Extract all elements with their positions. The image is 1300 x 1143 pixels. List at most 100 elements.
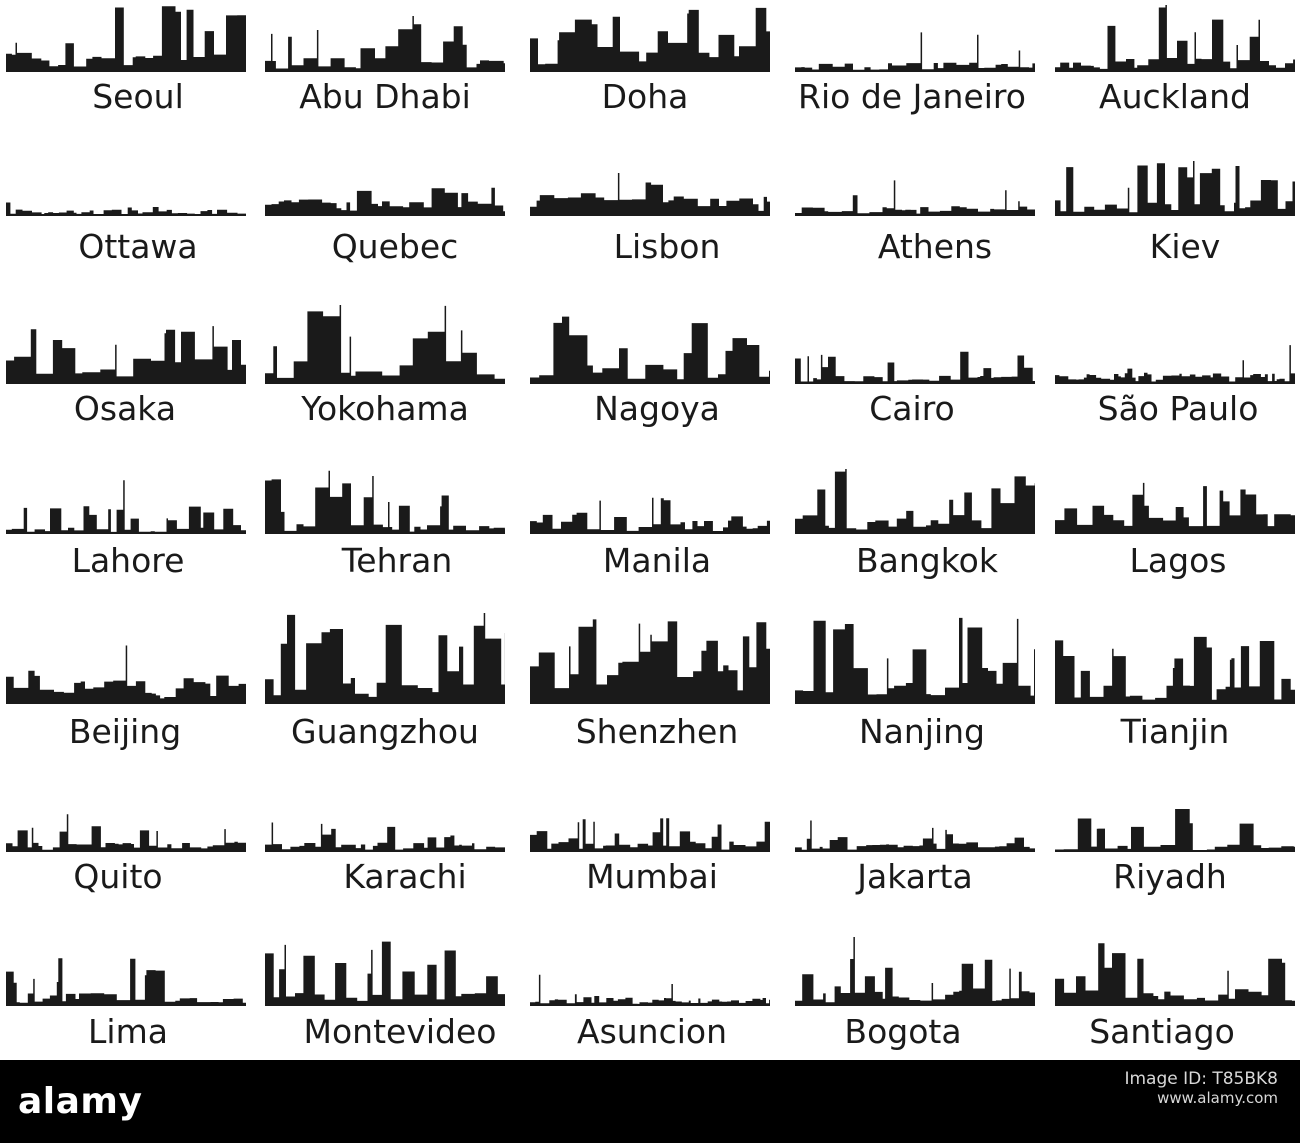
skyline-shape — [6, 326, 246, 384]
skyline-ground — [530, 214, 770, 216]
skyline-ground — [265, 382, 505, 384]
city-label: Athens — [877, 227, 993, 266]
city-label: Quebec — [331, 227, 459, 266]
skyline-shape — [1055, 636, 1295, 704]
skyline-shape — [530, 497, 770, 534]
skyline-silhouette — [6, 202, 246, 216]
skyline-silhouette — [265, 187, 505, 216]
city-label: Lagos — [1129, 541, 1227, 580]
skyline-shape — [1055, 161, 1295, 216]
skyline-ground — [795, 850, 1035, 852]
skyline-shape — [265, 941, 505, 1006]
skyline-grid: Seoul Abu Dhabi Doha Rio de Janeiro Auckland… — [6, 5, 1295, 1051]
skyline-shape — [795, 937, 1035, 1006]
skyline-ground — [530, 382, 770, 384]
skyline-shape — [530, 818, 770, 852]
skyline-shape — [795, 469, 1035, 534]
city-label: Kiev — [1149, 227, 1221, 266]
skyline-silhouette — [530, 173, 770, 216]
skyline-ground — [1055, 382, 1295, 384]
city-label: Quito — [73, 857, 163, 896]
skyline-shape — [795, 351, 1035, 384]
city-label: Abu Dhabi — [299, 77, 471, 116]
skyline-silhouette — [6, 645, 246, 704]
skyline-shape — [265, 305, 505, 384]
city-label: Auckland — [1099, 77, 1251, 116]
skyline-ground — [795, 70, 1035, 72]
skyline-silhouette — [265, 822, 505, 852]
skyline-silhouette — [530, 7, 770, 72]
city-label: Doha — [601, 77, 689, 116]
skyline-shape — [795, 617, 1035, 704]
skyline-shape — [6, 480, 246, 534]
skyline-ground — [265, 532, 505, 534]
skyline-ground — [530, 850, 770, 852]
skyline-ground — [795, 214, 1035, 216]
skyline-silhouette — [1055, 943, 1295, 1006]
skyline-shape — [265, 16, 505, 72]
city-label: Mumbai — [586, 857, 718, 896]
skyline-silhouette — [6, 814, 246, 852]
skyline-ground — [1055, 532, 1295, 534]
city-label: Jakarta — [857, 857, 973, 896]
skyline-silhouette — [795, 32, 1035, 72]
skyline-ground — [6, 70, 246, 72]
skyline-silhouette — [265, 941, 505, 1006]
skyline-shape — [530, 974, 770, 1006]
skyline-shape — [1055, 482, 1295, 534]
skyline-ground — [795, 1004, 1035, 1006]
skyline-shape — [1055, 809, 1295, 852]
city-label: Guangzhou — [291, 712, 479, 751]
skyline-shape — [6, 958, 246, 1006]
skyline-shape — [1055, 345, 1295, 384]
skyline-ground — [530, 70, 770, 72]
city-label: Nanjing — [858, 712, 986, 751]
city-label: Cairo — [869, 389, 955, 428]
skyline-silhouette — [265, 305, 505, 384]
skyline-shape — [1055, 943, 1295, 1006]
city-label: Riyadh — [1113, 857, 1227, 896]
skyline-silhouette — [795, 351, 1035, 384]
skyline-shape — [6, 6, 246, 72]
skyline-silhouette — [6, 326, 246, 384]
skyline-ground — [1055, 850, 1295, 852]
skyline-silhouette — [265, 16, 505, 72]
skyline-ground — [6, 702, 246, 704]
city-label: Manila — [602, 541, 712, 580]
skyline-shape — [1055, 5, 1295, 72]
skyline-silhouette — [265, 613, 505, 704]
skyline-silhouette — [1055, 5, 1295, 72]
city-label: Bangkok — [856, 541, 998, 580]
skyline-silhouette — [1055, 482, 1295, 534]
city-label: Ottawa — [78, 227, 198, 266]
skyline-ground — [265, 214, 505, 216]
city-label: São Paulo — [1097, 389, 1259, 428]
skyline-silhouette — [6, 958, 246, 1006]
skyline-ground — [795, 532, 1035, 534]
skyline-silhouette — [265, 470, 505, 534]
skyline-ground — [1055, 702, 1295, 704]
skyline-silhouette — [795, 820, 1035, 852]
skyline-shape — [265, 613, 505, 704]
skyline-shape — [530, 619, 770, 704]
city-label: Lima — [88, 1012, 168, 1051]
skyline-ground — [265, 70, 505, 72]
image-id: Image ID: T85BK8 — [1124, 1069, 1278, 1089]
skyline-silhouette — [795, 469, 1035, 534]
city-label: Bogota — [844, 1012, 962, 1051]
skyline-shape — [795, 820, 1035, 852]
skyline-ground — [530, 702, 770, 704]
skyline-silhouette — [795, 937, 1035, 1006]
city-label: Asuncion — [576, 1012, 728, 1051]
skyline-silhouette — [530, 974, 770, 1006]
city-label: Santiago — [1089, 1012, 1235, 1051]
skyline-silhouette — [530, 619, 770, 704]
skyline-ground — [6, 850, 246, 852]
skyline-shape — [530, 7, 770, 72]
skyline-shape — [265, 822, 505, 852]
city-label: Tehran — [341, 541, 453, 580]
skyline-shape — [6, 202, 246, 216]
skyline-ground — [795, 702, 1035, 704]
skyline-silhouette — [530, 818, 770, 852]
skyline-silhouette — [6, 480, 246, 534]
